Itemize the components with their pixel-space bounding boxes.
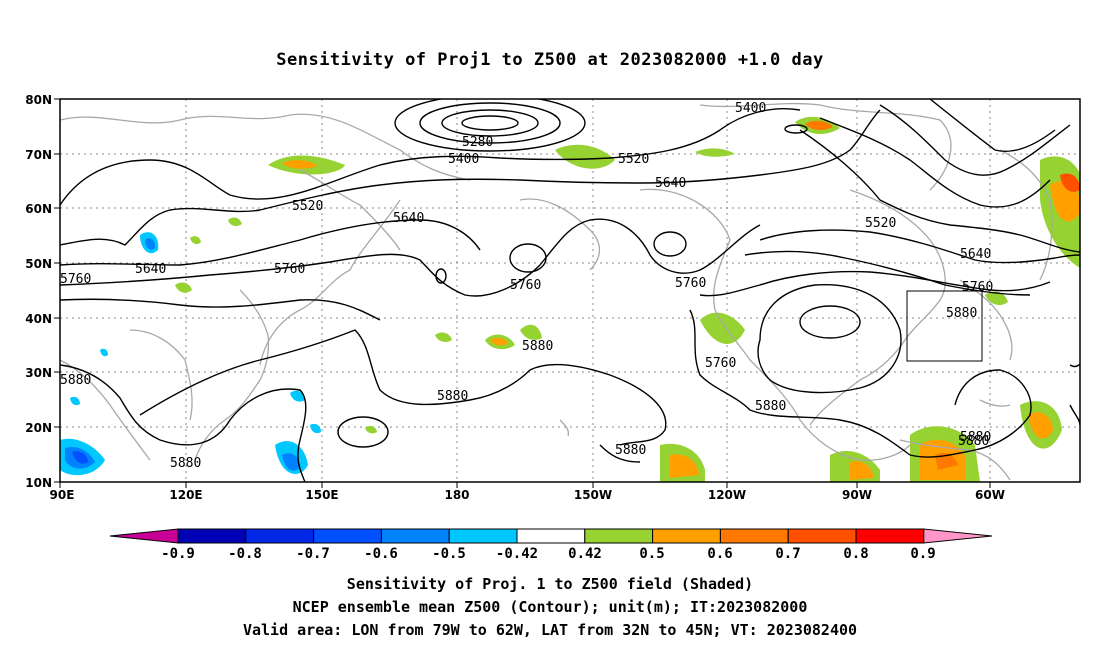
contour-labels: 5400 5280 5400 5520 5640 5520 5640 5640 … [60, 101, 993, 471]
colorbar-bin [516, 528, 586, 544]
map-frame [59, 98, 1081, 483]
colorbar-bin [380, 528, 450, 544]
contour-label: 5880 [755, 399, 786, 414]
contour-label: 5880 [522, 339, 553, 354]
colorbar-label: -0.8 [228, 546, 262, 562]
colorbar-label: 0.8 [843, 546, 868, 562]
colorbar-label: -0.7 [296, 546, 330, 562]
lat-label: 50N [25, 257, 52, 271]
colorbar-bin [177, 528, 247, 544]
colorbar-bin [787, 528, 857, 544]
contour-label: 5760 [705, 356, 736, 371]
contour-label: 5880 [170, 456, 201, 471]
contour-label: 5880 [946, 306, 977, 321]
caption-valid-area: Valid area: LON from 79W to 62W, LAT fro… [242, 621, 858, 639]
lon-label: 120W [708, 488, 746, 502]
contour-label: 5520 [865, 216, 896, 231]
colorbar-bin [245, 528, 315, 544]
positive-sensitivity-patches [175, 116, 1080, 482]
latitude-labels: 80N 70N 60N 50N 40N 30N 20N 10N [25, 93, 52, 490]
contour-label: 5880 [615, 443, 646, 458]
colorbar-label: 0.42 [568, 546, 602, 562]
contour-label: 5640 [135, 262, 166, 277]
longitude-labels: 90E 120E 150E 180 150W 120W 90W 60W [50, 488, 1005, 502]
colorbar-label: -0.5 [432, 546, 466, 562]
colorbar-low-extension [109, 528, 179, 544]
lat-label: 20N [25, 421, 52, 435]
colorbar-high-extension [923, 528, 993, 544]
lon-label: 150W [574, 488, 612, 502]
contour-label: 5760 [962, 280, 993, 295]
lon-label: 150E [305, 488, 338, 502]
contour-label: 5880 [60, 373, 91, 388]
valid-area-box [906, 290, 983, 362]
lat-label: 80N [25, 93, 52, 107]
contour-label: 5400 [448, 152, 479, 167]
lat-label: 70N [25, 148, 52, 162]
lon-label: 120E [169, 488, 202, 502]
caption-shaded: Sensitivity of Proj. 1 to Z500 field (Sh… [346, 575, 754, 593]
colorbar-bin [448, 528, 518, 544]
lat-label: 10N [25, 476, 52, 490]
colorbar-label: 0.7 [775, 546, 800, 562]
tick-marks [54, 98, 991, 488]
contour-label: 5640 [960, 247, 991, 262]
contour-label: 5640 [393, 211, 424, 226]
coastlines [60, 102, 1053, 481]
contour-label: 5880 [437, 389, 468, 404]
colorbar-label: 0.5 [639, 546, 664, 562]
lon-label: 60W [975, 488, 1005, 502]
contour-label: 5880 [960, 430, 991, 445]
lat-label: 30N [25, 366, 52, 380]
contour-label: 5760 [60, 272, 91, 287]
contour-label: 5640 [655, 176, 686, 191]
contour-label: 5760 [274, 262, 305, 277]
colorbar-label: 0.9 [910, 546, 935, 562]
lon-label: 90W [842, 488, 872, 502]
colorbar-bin [313, 528, 382, 544]
lat-label: 60N [25, 202, 52, 216]
chart-title: Sensitivity of Proj1 to Z500 at 20230820… [276, 50, 824, 70]
colorbar-labels: -0.9 -0.8 -0.7 -0.6 -0.5 -0.42 0.42 0.5 … [161, 546, 936, 562]
contour-label: 5280 [462, 135, 493, 150]
colorbar-label: -0.42 [496, 546, 538, 562]
contour-label: 5400 [735, 101, 766, 116]
contour-label: 5760 [510, 278, 541, 293]
contour-label: 5760 [675, 276, 706, 291]
contour-label: 5520 [292, 199, 323, 214]
lon-label: 90E [50, 488, 75, 502]
negative-sensitivity-patches [60, 232, 321, 476]
contour-label: 5520 [618, 152, 649, 167]
colorbar-bin [652, 528, 721, 544]
lon-label: 180 [444, 488, 469, 502]
contour-label: 5880 [958, 434, 989, 449]
colorbar-bin [584, 528, 654, 544]
colorbar-label: -0.9 [161, 546, 195, 562]
lat-label: 40N [25, 312, 52, 326]
colorbar-bin [855, 528, 925, 544]
colorbar-label: 0.6 [707, 546, 732, 562]
colorbar [109, 528, 993, 544]
colorbar-label: -0.6 [364, 546, 398, 562]
caption-contour: NCEP ensemble mean Z500 (Contour); unit(… [292, 598, 808, 616]
colorbar-bin [719, 528, 789, 544]
